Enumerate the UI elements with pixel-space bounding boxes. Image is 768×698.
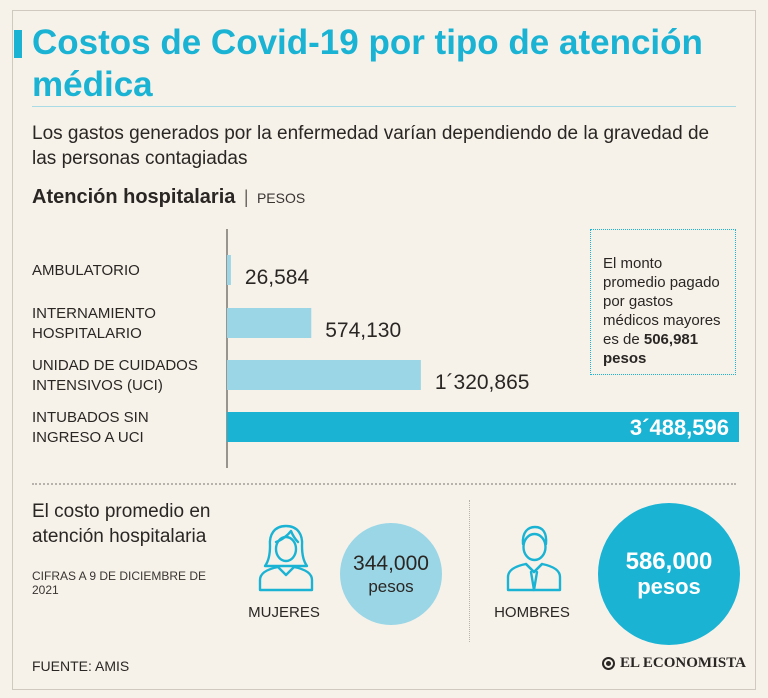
category-label-2-line-2: HOSPITALARIO bbox=[32, 325, 142, 342]
women-label: MUJERES bbox=[248, 604, 320, 621]
brand-logo: EL ECONOMISTA bbox=[602, 655, 746, 672]
women-cost-amount: 344,000 bbox=[353, 551, 429, 575]
category-label-3-line-2: INTENSIVOS (UCI) bbox=[32, 377, 163, 394]
category-label-4-line-1: INTUBADOS SIN bbox=[32, 409, 149, 426]
date-note: CIFRAS A 9 DE DICIEMBRE DE 2021 bbox=[32, 569, 207, 597]
men-cost-circle: 586,000 pesos bbox=[598, 503, 740, 645]
woman-icon bbox=[258, 524, 314, 592]
value-label-2: 574,130 bbox=[325, 319, 401, 342]
men-cost-amount: 586,000 bbox=[625, 548, 713, 575]
outer-frame bbox=[12, 10, 756, 690]
bar-4 bbox=[227, 412, 739, 442]
title-divider bbox=[32, 106, 736, 107]
man-icon bbox=[506, 525, 562, 592]
women-cost-unit: pesos bbox=[368, 576, 414, 596]
category-label-1-line-1: AMBULATORIO bbox=[32, 262, 140, 279]
average-cost-label: El costo promedio en atención hospitalar… bbox=[32, 501, 211, 547]
callout-text: El monto promedio pagado por gastos médi… bbox=[603, 255, 721, 348]
brand-name: EL ECONOMISTA bbox=[620, 655, 746, 671]
section-divider bbox=[32, 483, 736, 485]
women-cost-circle: 344,000 pesos bbox=[340, 523, 442, 625]
men-cost-unit: pesos bbox=[637, 574, 701, 599]
title-accent-bar bbox=[14, 30, 22, 58]
bar-3 bbox=[227, 360, 421, 390]
section-title: Atención hospitalaria bbox=[32, 186, 236, 208]
value-label-3: 1´320,865 bbox=[435, 371, 530, 394]
men-label: HOMBRES bbox=[494, 604, 570, 621]
value-label-1: 26,584 bbox=[245, 266, 310, 289]
section-separator: | bbox=[243, 187, 249, 207]
subtitle: Los gastos generados por la enfermedad v… bbox=[32, 123, 710, 169]
category-label-4-line-2: INGRESO A UCI bbox=[32, 429, 144, 446]
source-note: FUENTE: AMIS bbox=[32, 658, 130, 674]
section-unit: PESOS bbox=[256, 190, 306, 206]
category-label-3-line-1: UNIDAD DE CUIDADOS bbox=[32, 357, 198, 374]
category-label-2-line-1: INTERNAMIENTO bbox=[32, 305, 156, 322]
group-divider bbox=[469, 500, 470, 642]
bar-1 bbox=[227, 255, 231, 285]
bar-2 bbox=[227, 308, 312, 338]
section-heading: Atención hospitalaria | PESOS bbox=[32, 186, 305, 209]
page-title: Costos de Covid-19 por tipo de atención … bbox=[32, 23, 703, 104]
callout-amount: 506,981 pesos bbox=[603, 331, 699, 367]
brand-mark-icon bbox=[602, 657, 615, 670]
value-label-4: 3´488,596 bbox=[630, 415, 729, 440]
callout-box: El monto promedio pagado por gastos médi… bbox=[590, 229, 736, 375]
